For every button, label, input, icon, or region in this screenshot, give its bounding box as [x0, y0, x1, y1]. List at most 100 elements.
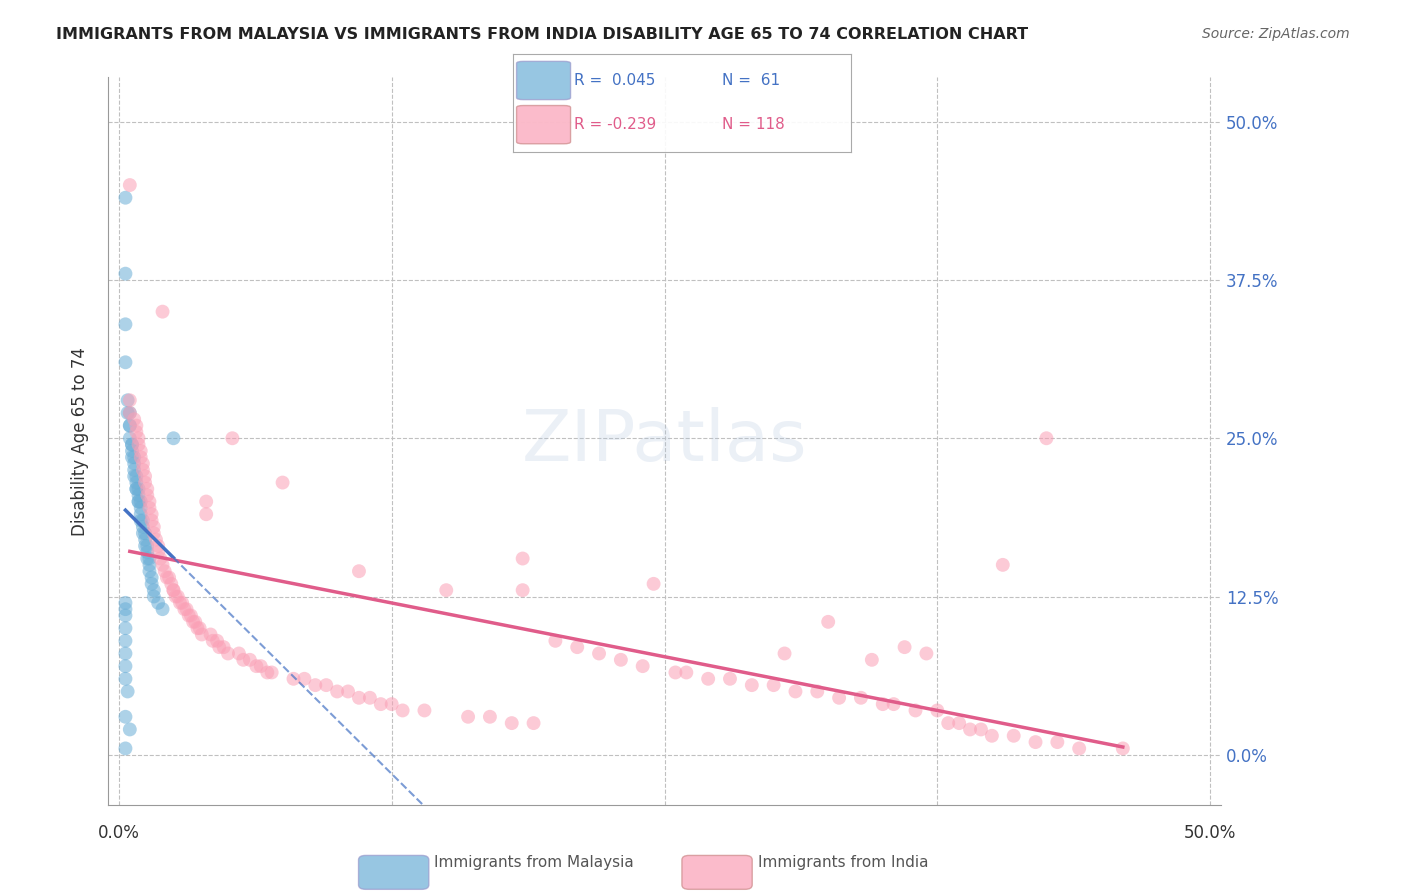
Point [117, 406, 139, 420]
Point [114, 647, 136, 661]
Point [205, 633, 228, 648]
Point [121, 450, 143, 465]
Point [128, 488, 150, 502]
Point [370, 697, 392, 711]
Point [1112, 741, 1135, 756]
Point [125, 482, 148, 496]
Point [152, 602, 174, 616]
Point [817, 615, 839, 629]
Point [201, 633, 224, 648]
Point [145, 533, 167, 547]
Point [148, 539, 170, 553]
Point [245, 659, 267, 673]
Point [785, 684, 807, 698]
Point [1025, 735, 1047, 749]
Point [208, 640, 231, 655]
Point [165, 590, 187, 604]
Point [141, 514, 163, 528]
Point [828, 690, 851, 705]
Point [142, 583, 165, 598]
Point [271, 475, 294, 490]
Point [434, 583, 457, 598]
Point [697, 672, 720, 686]
Point [172, 596, 194, 610]
Point [156, 570, 179, 584]
Point [166, 590, 188, 604]
Point [212, 640, 235, 655]
Point [118, 431, 141, 445]
Point [181, 615, 204, 629]
Point [128, 437, 150, 451]
Point [522, 716, 544, 731]
Point [588, 647, 610, 661]
Point [773, 647, 796, 661]
Point [883, 697, 905, 711]
Point [1046, 735, 1069, 749]
Point [138, 494, 160, 508]
Text: Immigrants from Malaysia: Immigrants from Malaysia [434, 855, 634, 870]
Point [936, 716, 959, 731]
Point [129, 444, 152, 458]
Text: 0.0%: 0.0% [98, 824, 139, 842]
Point [117, 684, 139, 698]
Point [152, 304, 174, 318]
Point [904, 703, 927, 717]
Point [132, 514, 155, 528]
Point [762, 678, 785, 692]
Point [138, 564, 160, 578]
Point [195, 507, 218, 521]
Point [118, 393, 141, 408]
Point [948, 716, 970, 731]
Point [128, 494, 150, 508]
Point [134, 469, 156, 483]
Point [128, 482, 150, 496]
Point [200, 627, 222, 641]
Point [260, 665, 283, 680]
Point [128, 494, 150, 508]
Point [915, 647, 938, 661]
Point [121, 444, 143, 458]
Point [1002, 729, 1025, 743]
Point [664, 665, 686, 680]
Point [114, 621, 136, 635]
Text: N =  61: N = 61 [723, 73, 780, 88]
Point [128, 431, 150, 445]
Point [169, 596, 191, 610]
Point [512, 583, 534, 598]
Point [136, 488, 159, 502]
Point [283, 672, 305, 686]
Point [114, 741, 136, 756]
Point [114, 608, 136, 623]
Point [249, 659, 271, 673]
Point [304, 678, 326, 692]
Point [893, 640, 915, 655]
Point [129, 500, 152, 515]
Point [162, 431, 184, 445]
Point [114, 659, 136, 673]
Point [129, 514, 152, 528]
Point [114, 267, 136, 281]
Text: IMMIGRANTS FROM MALAYSIA VS IMMIGRANTS FROM INDIA DISABILITY AGE 65 TO 74 CORREL: IMMIGRANTS FROM MALAYSIA VS IMMIGRANTS F… [56, 27, 1028, 42]
Point [141, 570, 163, 584]
Point [478, 710, 501, 724]
FancyBboxPatch shape [516, 105, 571, 144]
Point [228, 647, 250, 661]
Point [359, 690, 381, 705]
Point [136, 539, 159, 553]
Point [195, 494, 218, 508]
Text: N = 118: N = 118 [723, 117, 785, 132]
Point [1069, 741, 1091, 756]
Point [148, 596, 170, 610]
Point [806, 684, 828, 698]
Point [129, 494, 152, 508]
Point [118, 178, 141, 192]
Point [122, 463, 145, 477]
Point [256, 665, 278, 680]
Point [118, 406, 141, 420]
Point [347, 690, 370, 705]
Point [177, 608, 200, 623]
Point [217, 647, 239, 661]
Point [631, 659, 654, 673]
Point [162, 583, 184, 598]
Point [117, 393, 139, 408]
